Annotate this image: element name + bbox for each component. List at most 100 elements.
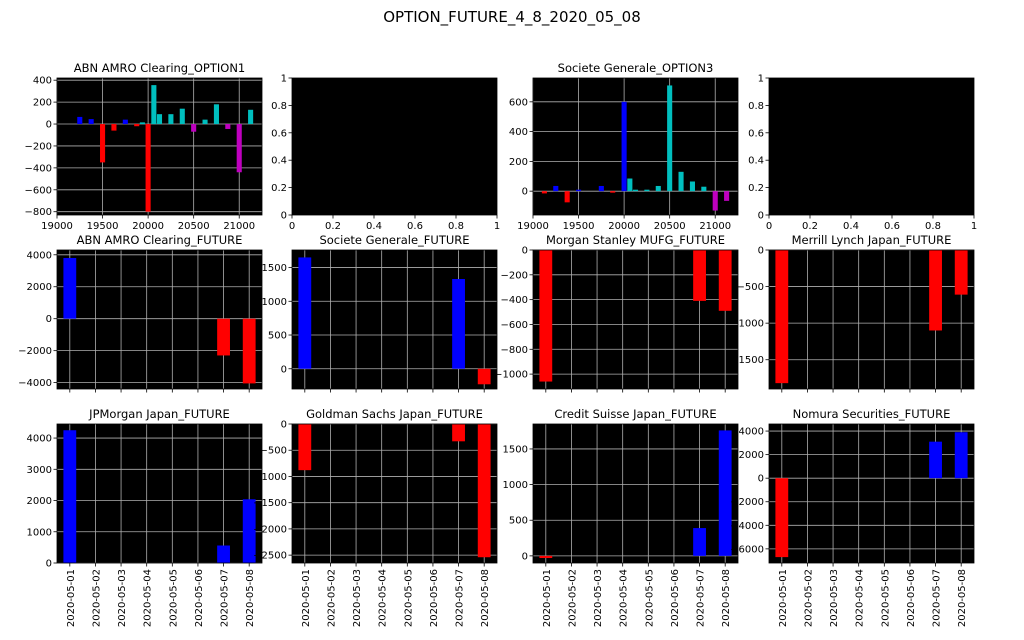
y-tick-label: −800 <box>25 207 52 218</box>
x-tick-label: 0.8 <box>925 221 941 232</box>
x-tick-label: 0 <box>766 221 772 232</box>
subplot-title: Morgan Stanley MUFG_FUTURE <box>546 233 725 247</box>
bar <box>679 172 684 191</box>
y-tick-label: 0 <box>281 420 287 431</box>
y-tick-label: 0 <box>522 246 528 257</box>
y-tick-label: 0 <box>46 559 52 570</box>
bar <box>656 186 661 191</box>
subplot-4: 0 0.2 0.4 0.6 0.8 100.20.40.60.81 <box>748 74 977 233</box>
x-tick-label: 2020-05-05 <box>403 569 414 627</box>
x-tick-label: 2020-05-08 <box>245 569 256 627</box>
plot-area <box>57 78 262 215</box>
subplot-7: −1000 −800 −600 −400 −200 0 Morgan Stanley MUF… <box>494 233 738 393</box>
x-tick-label: 2020-05-03 <box>829 569 840 627</box>
x-tick-label: 2020-05-04 <box>619 569 630 627</box>
x-tick-label: 1 <box>971 221 977 232</box>
bar <box>627 179 632 192</box>
bar <box>929 250 942 330</box>
bar <box>452 424 465 441</box>
y-tick-label: 500 <box>268 331 287 342</box>
x-tick-label: 2020-05-07 <box>696 569 707 627</box>
x-tick-label: 0 <box>289 221 295 232</box>
bar <box>77 117 82 124</box>
x-tick-label: 2020-05-07 <box>932 569 943 627</box>
bar <box>478 369 491 385</box>
y-tick-label: 0.8 <box>748 101 764 112</box>
plot-area <box>769 250 974 389</box>
y-tick-label: 4000 <box>27 434 52 445</box>
y-tick-label: 0.4 <box>748 156 764 167</box>
x-tick-label: 2020-05-06 <box>906 569 917 627</box>
x-tick-label: 2020-05-06 <box>429 569 440 627</box>
y-tick-label: −200 <box>501 270 528 281</box>
x-tick-label: 2020-05-02 <box>567 569 578 627</box>
subplot-title: ABN AMRO Clearing_OPTION1 <box>74 61 245 75</box>
bar <box>775 250 788 383</box>
bar <box>217 319 230 356</box>
y-tick-label: 1000 <box>503 480 528 491</box>
plot-area <box>769 78 974 215</box>
y-tick-label: 4000 <box>739 427 764 438</box>
x-tick-label: 2020-05-05 <box>168 569 179 627</box>
y-tick-label: 0.2 <box>748 183 764 194</box>
subplot-title: Merrill Lynch Japan_FUTURE <box>792 233 952 247</box>
x-tick-label: 2020-05-07 <box>455 569 466 627</box>
y-tick-label: 1000 <box>262 297 287 308</box>
x-tick-label: 2020-05-08 <box>480 569 491 627</box>
plot-area <box>533 250 738 389</box>
x-tick-label: 20500 <box>654 221 686 232</box>
x-tick-label: 1 <box>494 221 500 232</box>
x-tick-label: 2020-05-03 <box>593 569 604 627</box>
subplot-title: Goldman Sachs Japan_FUTURE <box>306 407 483 421</box>
x-tick-label: 2020-05-01 <box>542 569 553 627</box>
bar <box>633 190 638 191</box>
x-tick-label: 0.2 <box>325 221 341 232</box>
bar <box>667 85 672 191</box>
bar <box>243 319 256 384</box>
bar <box>693 250 706 301</box>
x-tick-label: 19000 <box>41 221 73 232</box>
y-tick-label: −1000 <box>494 370 528 381</box>
bar <box>599 186 604 191</box>
x-tick-label: 2020-05-08 <box>721 569 732 627</box>
x-tick-label: 0.6 <box>884 221 900 232</box>
y-tick-label: −400 <box>501 295 528 306</box>
y-tick-label: −1000 <box>253 472 287 483</box>
y-tick-label: −4000 <box>18 378 52 389</box>
x-tick-label: 0.8 <box>448 221 464 232</box>
bar <box>248 110 253 124</box>
y-tick-label: 1500 <box>262 263 287 274</box>
subplot-1: 19000 19500 20000 20500 21000 −800 −600 −400 −20… <box>25 61 262 232</box>
x-tick-label: 2020-05-05 <box>880 569 891 627</box>
y-tick-label: 0.6 <box>271 128 287 139</box>
y-tick-label: 2000 <box>27 496 52 507</box>
x-tick-label: 19000 <box>517 221 549 232</box>
y-tick-label: −1500 <box>730 355 764 366</box>
bar <box>134 124 139 126</box>
x-tick-label: 2020-05-04 <box>855 569 866 627</box>
bar <box>929 442 942 479</box>
y-tick-label: 0 <box>46 120 52 131</box>
subplot-title: JPMorgan Japan_FUTURE <box>88 407 230 421</box>
y-tick-label: −400 <box>25 163 52 174</box>
y-tick-label: −200 <box>25 141 52 152</box>
bar <box>478 424 491 557</box>
y-tick-label: −2000 <box>253 524 287 535</box>
subplot-11: 2020-05-01 2020-05-02 2020-05-03 2020-05-04… <box>503 407 738 627</box>
plot-area <box>533 78 738 215</box>
y-tick-label: 400 <box>33 76 52 87</box>
subplot-title: ABN AMRO Clearing_FUTURE <box>77 233 243 247</box>
subplot-title: Societe Generale_OPTION3 <box>558 61 714 75</box>
bar <box>719 250 732 311</box>
y-tick-label: 4000 <box>27 250 52 261</box>
bar <box>89 119 94 124</box>
y-tick-label: 0 <box>46 314 52 325</box>
subplot-2: 0 0.2 0.4 0.6 0.8 1 0 0.2 0.4 0.6 0.8 1 <box>271 74 500 233</box>
subplot-12: 2020-05-01 2020-05-02 2020-05-03 2020-05-04… <box>730 407 974 627</box>
plot-area <box>292 424 497 563</box>
x-tick-label: 2020-05-01 <box>66 569 77 627</box>
y-tick-label: −2000 <box>18 346 52 357</box>
subplot-title: Nomura Securities_FUTURE <box>793 407 951 421</box>
bar <box>151 85 156 124</box>
bar <box>298 424 311 470</box>
